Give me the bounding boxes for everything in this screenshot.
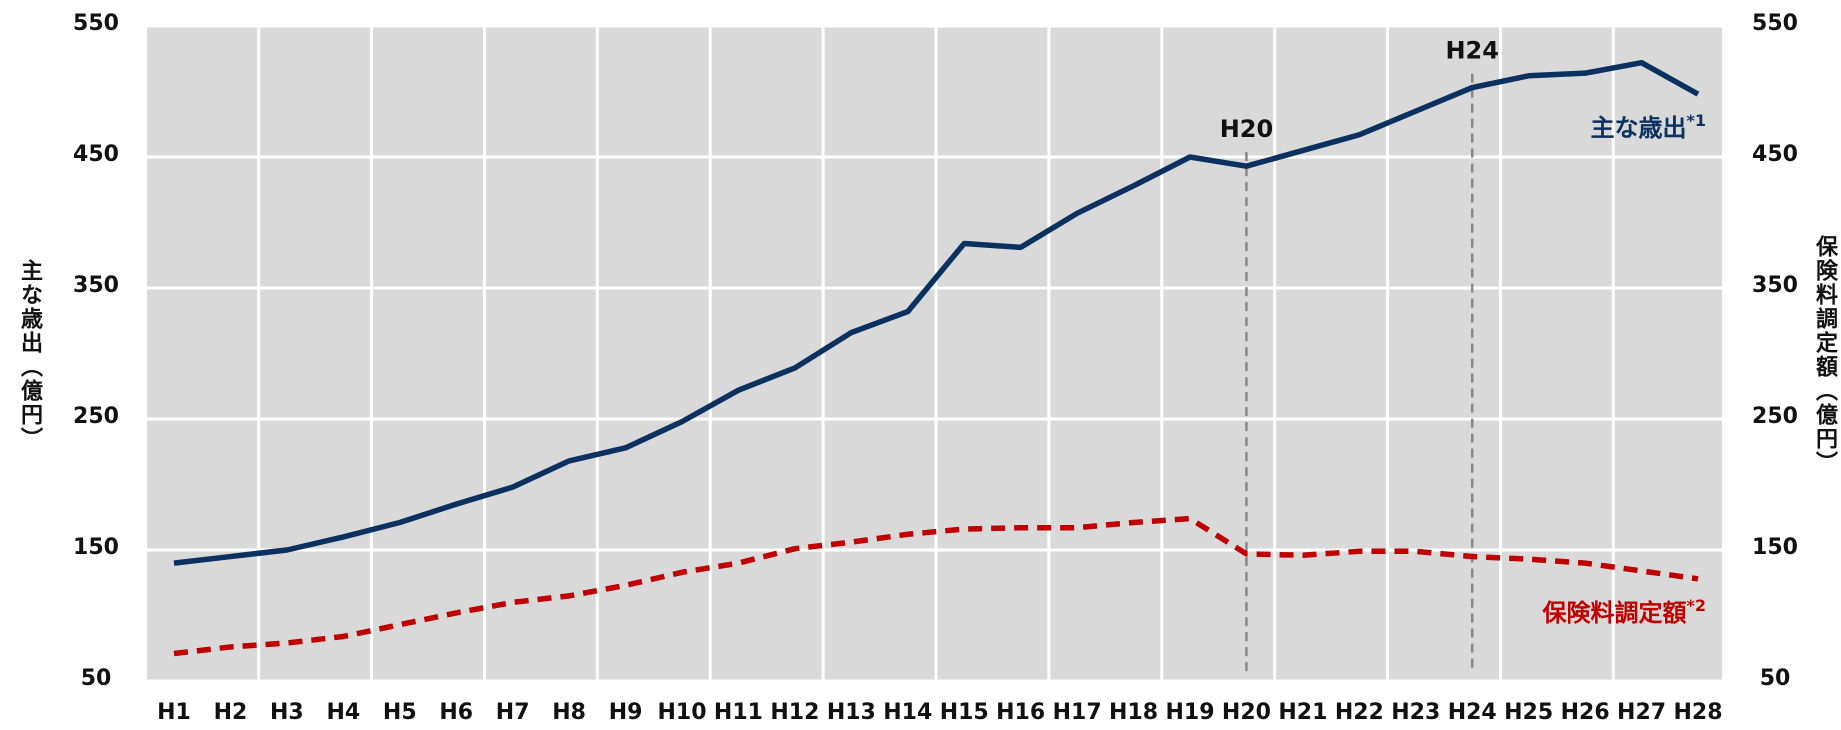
x-tick-label: H25 bbox=[1504, 700, 1553, 725]
series-line bbox=[173, 59, 1700, 566]
y-tick-label: 250 bbox=[73, 404, 119, 429]
y2-tick-label: 250 bbox=[1752, 404, 1798, 429]
series-marker: *2 bbox=[1687, 596, 1707, 615]
x-tick-label: H19 bbox=[1165, 700, 1214, 725]
x-tick-label: H9 bbox=[609, 700, 643, 725]
x-tick-label: H17 bbox=[1053, 700, 1102, 725]
y2-tick-label: 350 bbox=[1752, 273, 1798, 298]
x-tick-label: H11 bbox=[714, 700, 763, 725]
x-tick-label: H8 bbox=[552, 700, 586, 725]
series-marker: *1 bbox=[1687, 111, 1707, 130]
y2-tick-label: 50 bbox=[1760, 666, 1791, 691]
x-tick-label: H21 bbox=[1278, 700, 1327, 725]
annotation-label: H20 bbox=[1220, 115, 1273, 143]
annotation-label: H24 bbox=[1445, 37, 1498, 65]
x-tick-label: H12 bbox=[770, 700, 819, 725]
x-tick-label: H3 bbox=[270, 700, 304, 725]
x-tick-label: H10 bbox=[657, 700, 706, 725]
x-tick-label: H18 bbox=[1109, 700, 1158, 725]
x-tick-label: H14 bbox=[883, 700, 932, 725]
x-tick-label: H24 bbox=[1448, 700, 1497, 725]
y-tick-label: 350 bbox=[73, 273, 119, 298]
x-tick-label: H4 bbox=[326, 700, 360, 725]
x-tick-label: H13 bbox=[827, 700, 876, 725]
y-axis-title: 主な歳出（億円） bbox=[17, 259, 43, 451]
series-label: 保険料調定額*2 bbox=[1542, 596, 1707, 628]
x-tick-label: H7 bbox=[496, 700, 530, 725]
x-tick-label: H2 bbox=[214, 700, 248, 725]
x-tick-label: H15 bbox=[940, 700, 989, 725]
x-tick-label: H5 bbox=[383, 700, 417, 725]
x-tick-label: H6 bbox=[439, 700, 473, 725]
x-tick-label: H22 bbox=[1335, 700, 1384, 725]
y2-tick-label: 550 bbox=[1752, 11, 1798, 36]
y2-tick-label: 150 bbox=[1752, 535, 1798, 560]
y-tick-label: 450 bbox=[73, 142, 119, 167]
y-tick-label: 50 bbox=[81, 666, 112, 691]
y-tick-label: 150 bbox=[73, 535, 119, 560]
x-tick-label: H16 bbox=[996, 700, 1045, 725]
x-tick-label: H20 bbox=[1222, 700, 1271, 725]
series-name: 保険料調定額 bbox=[1542, 599, 1687, 627]
x-tick-label: H28 bbox=[1673, 700, 1722, 725]
x-tick-label: H26 bbox=[1561, 700, 1610, 725]
x-tick-label: H23 bbox=[1391, 700, 1440, 725]
series-label: 主な歳出*1 bbox=[1591, 111, 1707, 143]
series-name: 主な歳出 bbox=[1591, 114, 1687, 142]
y-tick-label: 550 bbox=[73, 11, 119, 36]
x-tick-label: H1 bbox=[157, 700, 191, 725]
x-tick-label: H27 bbox=[1617, 700, 1666, 725]
y2-axis-title: 保険料調定額（億円） bbox=[1812, 235, 1839, 475]
y2-tick-label: 450 bbox=[1752, 142, 1798, 167]
series-line bbox=[173, 515, 1699, 657]
